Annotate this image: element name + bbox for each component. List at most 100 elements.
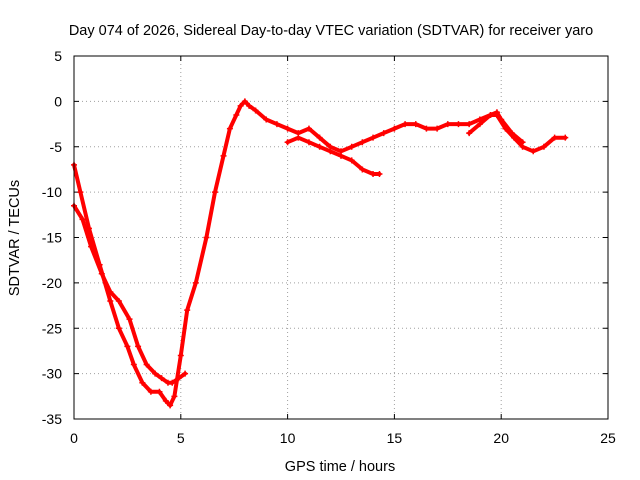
x-tick-label: 5	[177, 430, 185, 446]
x-tick-label: 10	[280, 430, 296, 446]
data-point	[79, 216, 86, 223]
data-point	[107, 298, 114, 305]
x-tick-label: 25	[600, 430, 616, 446]
series-2	[71, 202, 189, 386]
data-point	[380, 130, 387, 137]
data-point	[476, 121, 483, 128]
data-point	[226, 125, 233, 132]
y-tick-label: -20	[42, 275, 62, 291]
plot-frame	[73, 55, 609, 420]
data-point	[167, 402, 174, 409]
y-tick-label: -30	[42, 366, 62, 382]
data-point	[434, 125, 441, 132]
data-point	[126, 316, 133, 323]
y-tick-label: -15	[42, 230, 62, 246]
data-point	[423, 125, 430, 132]
data-point	[498, 116, 505, 123]
data-point	[359, 166, 366, 173]
data-point	[182, 370, 189, 377]
data-point	[158, 375, 165, 382]
data-point	[455, 121, 462, 128]
data-point	[273, 121, 280, 128]
chart-title: Day 074 of 2026, Sidereal Day-to-day VTE…	[69, 23, 593, 39]
data-point	[211, 189, 218, 196]
x-tick-label: 15	[387, 430, 403, 446]
data-point	[220, 152, 227, 159]
data-point	[316, 134, 323, 141]
data-point	[508, 130, 515, 137]
data-point	[246, 102, 253, 109]
data-point	[487, 111, 494, 118]
data-point	[376, 170, 383, 177]
data-point	[284, 125, 291, 132]
data-point	[124, 343, 131, 350]
data-point	[540, 143, 547, 150]
data-point	[147, 388, 154, 395]
data-point	[192, 279, 199, 286]
y-tick-label: -35	[42, 411, 62, 427]
y-tick-label: 0	[54, 93, 62, 109]
data-point	[295, 134, 302, 141]
data-point	[370, 170, 377, 177]
data-point	[305, 125, 312, 132]
data-point	[263, 116, 270, 123]
data-point	[237, 102, 244, 109]
data-point	[135, 343, 142, 350]
data-point	[493, 109, 500, 116]
data-point	[370, 134, 377, 141]
data-point	[241, 98, 248, 105]
data-point	[338, 152, 344, 159]
y-axis-label: SDTVAR / TECUs	[7, 180, 23, 296]
data-point	[305, 139, 312, 146]
y-tick-label: -25	[42, 320, 62, 336]
data-point	[402, 121, 409, 128]
data-point	[519, 139, 526, 146]
data-point	[115, 325, 122, 332]
data-point	[562, 134, 569, 141]
data-point	[98, 270, 105, 277]
data-point	[444, 121, 451, 128]
x-tick-label: 0	[70, 430, 78, 446]
data-point	[130, 361, 137, 368]
data-point	[233, 111, 240, 118]
data-point	[348, 157, 355, 164]
data-point	[115, 298, 122, 305]
data-point	[162, 397, 169, 404]
data-point	[327, 148, 334, 155]
data-point	[348, 143, 355, 150]
plot-area	[71, 98, 569, 409]
y-tick-label: -10	[42, 184, 62, 200]
data-point	[359, 139, 366, 146]
series-4	[466, 109, 526, 146]
data-point	[316, 143, 323, 150]
y-tick-label: 5	[54, 48, 62, 64]
data-point	[169, 379, 176, 386]
data-point	[88, 243, 95, 250]
data-point	[391, 125, 398, 132]
data-point	[177, 352, 184, 359]
data-point	[551, 134, 558, 141]
data-point	[412, 121, 419, 128]
data-point	[175, 375, 182, 382]
grid	[74, 56, 608, 419]
axis-ticks: 0 5 10 15 20 25 5 0 -5 -10 -15 -20 -25 -30 -35	[42, 48, 616, 446]
data-point	[466, 121, 473, 128]
data-point	[284, 139, 291, 146]
data-point	[152, 370, 159, 377]
data-point	[143, 361, 150, 368]
data-point	[156, 388, 163, 395]
data-point	[252, 107, 259, 114]
data-point	[107, 288, 114, 295]
data-point	[203, 234, 210, 241]
data-point	[77, 189, 84, 196]
data-point	[466, 130, 473, 137]
series-trace	[285, 135, 382, 176]
x-tick-label: 20	[493, 430, 509, 446]
data-point	[530, 148, 537, 155]
data-point	[184, 307, 191, 314]
series-3	[284, 134, 383, 177]
data-point	[171, 393, 178, 400]
data-point	[139, 379, 146, 386]
y-tick-label: -5	[50, 139, 63, 155]
